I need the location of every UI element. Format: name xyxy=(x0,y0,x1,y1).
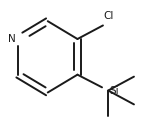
Text: Si: Si xyxy=(109,86,119,96)
Text: Cl: Cl xyxy=(103,11,113,21)
Text: N: N xyxy=(8,34,16,44)
